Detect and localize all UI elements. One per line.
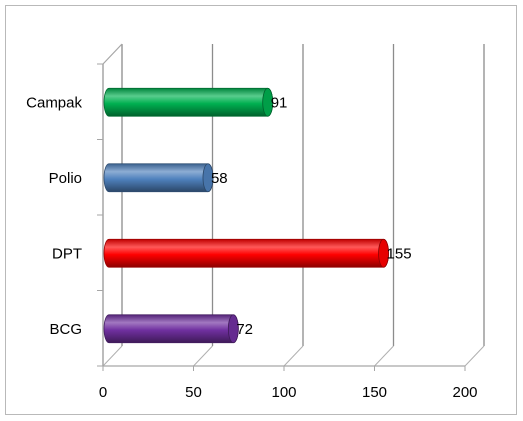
bar-bcg	[103, 314, 239, 344]
bar-campak	[103, 87, 274, 117]
value-label-polio: 58	[211, 170, 228, 187]
category-label-bcg: BCG	[49, 321, 82, 338]
x-tick-label-100: 100	[271, 384, 296, 401]
bar-dpt	[103, 238, 389, 268]
x-tick-label-50: 50	[185, 384, 202, 401]
bar-layer	[103, 87, 389, 344]
value-label-campak: 91	[271, 94, 288, 111]
category-label-polio: Polio	[49, 170, 82, 187]
category-label-dpt: DPT	[52, 245, 82, 262]
floor-gridline-200	[464, 345, 485, 367]
axis-layer	[97, 43, 466, 371]
x-tick-label-0: 0	[99, 384, 107, 401]
bar-polio	[103, 163, 214, 193]
bar-cap-dpt	[378, 238, 389, 268]
x-tick-label-150: 150	[362, 384, 387, 401]
category-label-campak: Campak	[26, 94, 82, 111]
bar-cap-bcg	[227, 314, 239, 344]
bar-cap-polio	[202, 163, 214, 193]
floor-gridline-150	[374, 345, 394, 367]
chart-frame	[5, 5, 517, 415]
bar-cap-campak	[262, 87, 274, 117]
floor-gridline-50	[193, 345, 213, 367]
value-label-bcg: 72	[236, 321, 253, 338]
floor-gridline-100	[283, 345, 304, 367]
label-layer: 0 50 100 150 200 BCG 72 DPT 155 Polio 58 Campak 91	[26, 94, 477, 401]
floor-gridline-0	[102, 345, 123, 367]
y-axis-top-edge	[102, 43, 123, 65]
x-tick-label-200: 200	[452, 384, 477, 401]
value-label-dpt: 155	[387, 245, 412, 262]
